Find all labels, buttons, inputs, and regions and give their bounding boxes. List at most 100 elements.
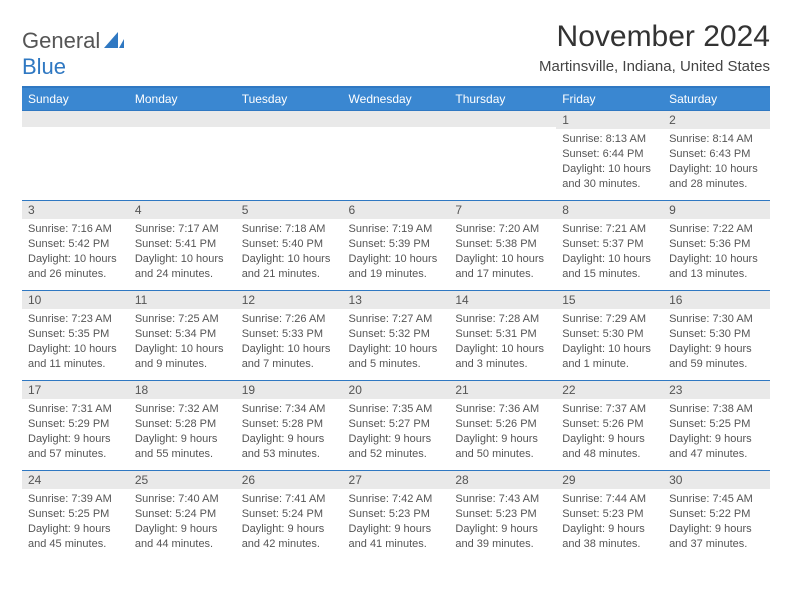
day-number-empty: [129, 111, 236, 127]
day-info: Sunrise: 7:28 AMSunset: 5:31 PMDaylight:…: [449, 309, 556, 375]
day-info: Sunrise: 7:34 AMSunset: 5:28 PMDaylight:…: [236, 399, 343, 465]
calendar-week-row: 17Sunrise: 7:31 AMSunset: 5:29 PMDayligh…: [22, 381, 770, 471]
day-number: 16: [663, 291, 770, 309]
calendar-day-cell: 17Sunrise: 7:31 AMSunset: 5:29 PMDayligh…: [22, 381, 129, 471]
calendar-table: SundayMondayTuesdayWednesdayThursdayFrid…: [22, 86, 770, 561]
day-number: 5: [236, 201, 343, 219]
header: General Blue November 2024 Martinsville,…: [22, 20, 770, 80]
day-number: 25: [129, 471, 236, 489]
calendar-day-cell: 15Sunrise: 7:29 AMSunset: 5:30 PMDayligh…: [556, 291, 663, 381]
day-info: Sunrise: 7:31 AMSunset: 5:29 PMDaylight:…: [22, 399, 129, 465]
calendar-week-row: 24Sunrise: 7:39 AMSunset: 5:25 PMDayligh…: [22, 471, 770, 561]
calendar-day-cell: 16Sunrise: 7:30 AMSunset: 5:30 PMDayligh…: [663, 291, 770, 381]
day-number: 10: [22, 291, 129, 309]
day-info: Sunrise: 7:42 AMSunset: 5:23 PMDaylight:…: [343, 489, 450, 555]
day-info: Sunrise: 7:16 AMSunset: 5:42 PMDaylight:…: [22, 219, 129, 285]
month-title: November 2024: [539, 20, 770, 54]
day-number: 4: [129, 201, 236, 219]
calendar-day-cell: 7Sunrise: 7:20 AMSunset: 5:38 PMDaylight…: [449, 201, 556, 291]
day-info: Sunrise: 7:32 AMSunset: 5:28 PMDaylight:…: [129, 399, 236, 465]
day-number: 18: [129, 381, 236, 399]
day-number: 14: [449, 291, 556, 309]
calendar-day-cell: 21Sunrise: 7:36 AMSunset: 5:26 PMDayligh…: [449, 381, 556, 471]
day-info: Sunrise: 7:43 AMSunset: 5:23 PMDaylight:…: [449, 489, 556, 555]
day-info: Sunrise: 7:20 AMSunset: 5:38 PMDaylight:…: [449, 219, 556, 285]
day-info: Sunrise: 7:30 AMSunset: 5:30 PMDaylight:…: [663, 309, 770, 375]
day-number: 23: [663, 381, 770, 399]
day-number: 26: [236, 471, 343, 489]
day-info: Sunrise: 7:23 AMSunset: 5:35 PMDaylight:…: [22, 309, 129, 375]
day-number: 11: [129, 291, 236, 309]
day-info: Sunrise: 8:13 AMSunset: 6:44 PMDaylight:…: [556, 129, 663, 195]
day-info: Sunrise: 7:45 AMSunset: 5:22 PMDaylight:…: [663, 489, 770, 555]
day-number: 6: [343, 201, 450, 219]
day-info: Sunrise: 8:14 AMSunset: 6:43 PMDaylight:…: [663, 129, 770, 195]
day-number: 15: [556, 291, 663, 309]
day-number-empty: [449, 111, 556, 127]
day-number: 2: [663, 111, 770, 129]
calendar-day-cell: 19Sunrise: 7:34 AMSunset: 5:28 PMDayligh…: [236, 381, 343, 471]
day-number: 7: [449, 201, 556, 219]
day-info: Sunrise: 7:35 AMSunset: 5:27 PMDaylight:…: [343, 399, 450, 465]
day-number: 13: [343, 291, 450, 309]
calendar-day-cell: 23Sunrise: 7:38 AMSunset: 5:25 PMDayligh…: [663, 381, 770, 471]
day-info: Sunrise: 7:18 AMSunset: 5:40 PMDaylight:…: [236, 219, 343, 285]
logo-word2: Blue: [22, 54, 66, 79]
location: Martinsville, Indiana, United States: [539, 58, 770, 75]
calendar-day-cell: 4Sunrise: 7:17 AMSunset: 5:41 PMDaylight…: [129, 201, 236, 291]
weekday-header: Thursday: [449, 87, 556, 111]
calendar-day-cell: [343, 111, 450, 201]
calendar-day-cell: 18Sunrise: 7:32 AMSunset: 5:28 PMDayligh…: [129, 381, 236, 471]
calendar-day-cell: 1Sunrise: 8:13 AMSunset: 6:44 PMDaylight…: [556, 111, 663, 201]
day-info: Sunrise: 7:40 AMSunset: 5:24 PMDaylight:…: [129, 489, 236, 555]
day-number-empty: [343, 111, 450, 127]
day-number: 29: [556, 471, 663, 489]
calendar-day-cell: 14Sunrise: 7:28 AMSunset: 5:31 PMDayligh…: [449, 291, 556, 381]
calendar-day-cell: 26Sunrise: 7:41 AMSunset: 5:24 PMDayligh…: [236, 471, 343, 561]
day-info: Sunrise: 7:29 AMSunset: 5:30 PMDaylight:…: [556, 309, 663, 375]
calendar-day-cell: 27Sunrise: 7:42 AMSunset: 5:23 PMDayligh…: [343, 471, 450, 561]
calendar-day-cell: 28Sunrise: 7:43 AMSunset: 5:23 PMDayligh…: [449, 471, 556, 561]
logo: General Blue: [22, 28, 124, 80]
calendar-day-cell: 13Sunrise: 7:27 AMSunset: 5:32 PMDayligh…: [343, 291, 450, 381]
day-number: 24: [22, 471, 129, 489]
day-info: Sunrise: 7:21 AMSunset: 5:37 PMDaylight:…: [556, 219, 663, 285]
weekday-header: Monday: [129, 87, 236, 111]
logo-sail-icon: [104, 28, 124, 53]
calendar-day-cell: [129, 111, 236, 201]
calendar-day-cell: 2Sunrise: 8:14 AMSunset: 6:43 PMDaylight…: [663, 111, 770, 201]
calendar-day-cell: 30Sunrise: 7:45 AMSunset: 5:22 PMDayligh…: [663, 471, 770, 561]
calendar-day-cell: 22Sunrise: 7:37 AMSunset: 5:26 PMDayligh…: [556, 381, 663, 471]
day-number: 1: [556, 111, 663, 129]
day-number: 20: [343, 381, 450, 399]
logo-word1: General: [22, 28, 100, 53]
calendar-day-cell: 25Sunrise: 7:40 AMSunset: 5:24 PMDayligh…: [129, 471, 236, 561]
day-number-empty: [22, 111, 129, 127]
calendar-day-cell: 6Sunrise: 7:19 AMSunset: 5:39 PMDaylight…: [343, 201, 450, 291]
calendar-day-cell: 20Sunrise: 7:35 AMSunset: 5:27 PMDayligh…: [343, 381, 450, 471]
day-number: 28: [449, 471, 556, 489]
calendar-day-cell: [236, 111, 343, 201]
calendar-day-cell: 24Sunrise: 7:39 AMSunset: 5:25 PMDayligh…: [22, 471, 129, 561]
day-info: Sunrise: 7:44 AMSunset: 5:23 PMDaylight:…: [556, 489, 663, 555]
day-info: Sunrise: 7:38 AMSunset: 5:25 PMDaylight:…: [663, 399, 770, 465]
calendar-day-cell: 5Sunrise: 7:18 AMSunset: 5:40 PMDaylight…: [236, 201, 343, 291]
day-number: 8: [556, 201, 663, 219]
calendar-week-row: 10Sunrise: 7:23 AMSunset: 5:35 PMDayligh…: [22, 291, 770, 381]
day-number: 12: [236, 291, 343, 309]
day-number: 27: [343, 471, 450, 489]
day-info: Sunrise: 7:25 AMSunset: 5:34 PMDaylight:…: [129, 309, 236, 375]
weekday-header: Friday: [556, 87, 663, 111]
day-number-empty: [236, 111, 343, 127]
day-info: Sunrise: 7:36 AMSunset: 5:26 PMDaylight:…: [449, 399, 556, 465]
day-info: Sunrise: 7:19 AMSunset: 5:39 PMDaylight:…: [343, 219, 450, 285]
day-info: Sunrise: 7:39 AMSunset: 5:25 PMDaylight:…: [22, 489, 129, 555]
day-number: 19: [236, 381, 343, 399]
day-number: 17: [22, 381, 129, 399]
day-info: Sunrise: 7:26 AMSunset: 5:33 PMDaylight:…: [236, 309, 343, 375]
day-number: 9: [663, 201, 770, 219]
calendar-week-row: 3Sunrise: 7:16 AMSunset: 5:42 PMDaylight…: [22, 201, 770, 291]
calendar-day-cell: 3Sunrise: 7:16 AMSunset: 5:42 PMDaylight…: [22, 201, 129, 291]
day-number: 3: [22, 201, 129, 219]
weekday-header: Wednesday: [343, 87, 450, 111]
